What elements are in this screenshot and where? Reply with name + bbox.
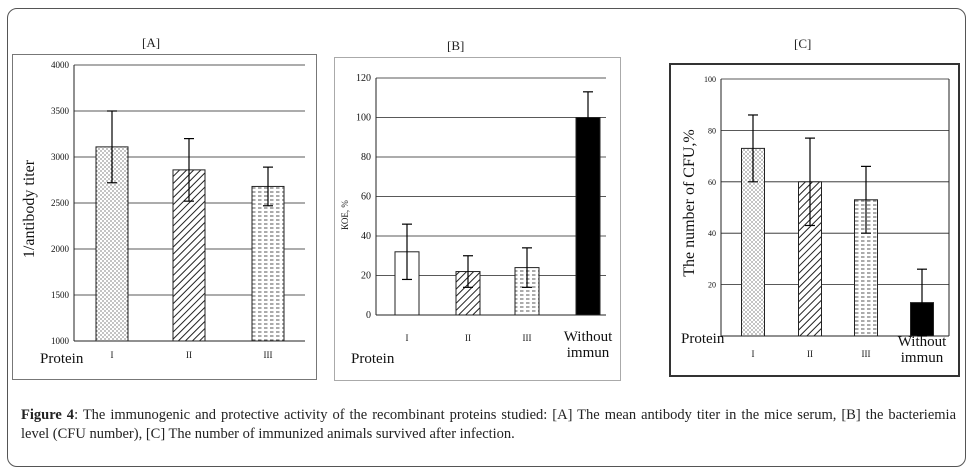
panel-b-letter: [B] bbox=[447, 38, 465, 53]
x-axis-label: Protein bbox=[351, 351, 395, 367]
caption-label: Figure 4 bbox=[21, 407, 75, 423]
y-tick-label: 20 bbox=[361, 271, 371, 282]
y-axis-label: 1/antibody titer bbox=[21, 159, 38, 258]
x-category-label: immun bbox=[901, 350, 944, 366]
x-category-label: Without bbox=[564, 329, 613, 345]
x-axis-label: Protein bbox=[40, 351, 84, 367]
y-tick-label: 1000 bbox=[51, 336, 70, 346]
x-category-label: I bbox=[752, 349, 755, 359]
y-tick-label: 3500 bbox=[51, 106, 70, 116]
y-tick-label: 20 bbox=[708, 281, 716, 290]
y-tick-label: 0 bbox=[366, 310, 371, 321]
y-tick-label: 60 bbox=[361, 192, 371, 203]
bar bbox=[575, 117, 601, 316]
y-tick-label: 100 bbox=[356, 113, 371, 124]
x-category-label: II bbox=[186, 350, 192, 360]
x-category-label: III bbox=[264, 350, 273, 360]
x-category-label: Without bbox=[898, 334, 947, 350]
y-tick-label: 100 bbox=[704, 75, 716, 84]
y-tick-label: 60 bbox=[708, 178, 716, 187]
y-tick-label: 120 bbox=[356, 73, 371, 84]
y-tick-label: 1500 bbox=[51, 290, 70, 300]
x-category-label: I bbox=[111, 350, 114, 360]
x-category-label: III bbox=[862, 349, 871, 359]
y-axis-label: КОЕ, % bbox=[340, 200, 350, 230]
x-category-label: III bbox=[523, 333, 532, 343]
y-tick-label: 40 bbox=[361, 231, 371, 242]
caption-text: : The immunogenic and protective activit… bbox=[21, 407, 957, 442]
y-tick-label: 2000 bbox=[51, 244, 70, 254]
figure-caption: Figure 4: The immunogenic and protective… bbox=[21, 406, 956, 444]
y-tick-label: 80 bbox=[708, 126, 716, 135]
y-tick-label: 40 bbox=[708, 229, 716, 238]
panel-a-letter: [A] bbox=[142, 35, 161, 50]
x-category-label: II bbox=[465, 333, 471, 343]
panel-c-letter: [C] bbox=[794, 36, 812, 51]
y-tick-label: 3000 bbox=[51, 152, 70, 162]
y-tick-label: 4000 bbox=[51, 60, 70, 70]
y-axis-label: The number of CFU,% bbox=[681, 129, 698, 277]
y-tick-label: 80 bbox=[361, 152, 371, 163]
x-category-label: immun bbox=[567, 345, 610, 361]
x-category-label: II bbox=[807, 349, 813, 359]
x-category-label: I bbox=[406, 333, 409, 343]
panel-b-frame bbox=[334, 57, 621, 381]
y-tick-label: 2500 bbox=[51, 198, 70, 208]
bar bbox=[251, 185, 285, 342]
x-axis-label: Protein bbox=[681, 331, 725, 347]
